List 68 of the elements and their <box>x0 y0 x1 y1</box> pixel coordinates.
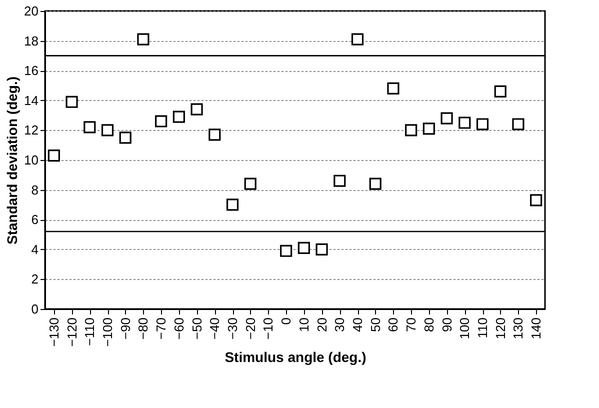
x-tick-label: 90 <box>439 318 454 332</box>
point <box>494 85 506 98</box>
x-tick-label: −90 <box>118 318 133 340</box>
point <box>119 132 132 144</box>
x-tick-label: 130 <box>510 318 526 340</box>
x-tick-label: 30 <box>332 318 348 332</box>
x-tick-label: 80 <box>421 318 436 332</box>
point <box>369 178 382 190</box>
x-tick-label: −130 <box>46 318 62 347</box>
point <box>316 243 328 256</box>
x-tick-label: 40 <box>350 318 365 332</box>
y-tick-label: 10 <box>24 152 38 168</box>
point <box>298 242 310 254</box>
y-tick-label: 16 <box>24 63 38 78</box>
x-tick-label: 120 <box>492 318 508 340</box>
x-tick-label: −110 <box>82 318 98 346</box>
x-tick-label: 110 <box>475 318 490 338</box>
x-tick-label: −30 <box>225 318 240 340</box>
x-tick-label: −60 <box>171 318 186 340</box>
x-tick-label: −50 <box>189 318 204 340</box>
x-tick-label: −20 <box>242 318 258 340</box>
point <box>84 121 96 134</box>
x-tick-label: 60 <box>386 318 401 332</box>
point <box>405 124 418 136</box>
x-tick-label: 50 <box>368 318 383 332</box>
point <box>351 33 364 46</box>
point <box>530 194 542 206</box>
point <box>101 124 114 136</box>
x-tick-label: 10 <box>296 318 312 332</box>
point <box>512 118 524 130</box>
x-tick-label: −70 <box>154 318 169 340</box>
y-axis-title: Standard deviation (deg.) <box>4 76 20 245</box>
point <box>387 82 400 95</box>
x-tick-label: −100 <box>100 318 115 347</box>
point <box>280 244 292 257</box>
point <box>208 128 221 141</box>
x-tick-label: 20 <box>314 318 330 332</box>
x-tick-label: 70 <box>404 318 419 332</box>
point <box>48 149 60 162</box>
y-tick-label: 0 <box>31 302 38 316</box>
x-tick-label: −40 <box>207 318 222 340</box>
point <box>172 110 185 123</box>
x-tick-label: −80 <box>136 318 151 340</box>
point <box>66 96 78 108</box>
y-tick-label: 8 <box>31 182 38 198</box>
point <box>226 198 239 211</box>
y-tick-label: 14 <box>24 92 38 108</box>
y-tick-label: 18 <box>24 33 38 48</box>
y-tick-label: 4 <box>31 242 38 257</box>
x-axis-title: Stimulus angle (deg.) <box>224 348 366 365</box>
point <box>476 118 489 130</box>
point <box>137 33 150 46</box>
x-tick-label: 0 <box>278 318 294 325</box>
y-tick-label: 20 <box>24 4 38 18</box>
point <box>190 103 203 116</box>
y-tick-label: 12 <box>24 122 38 138</box>
x-tick-label: −10 <box>260 318 276 340</box>
y-tick-label: 2 <box>31 272 38 287</box>
point <box>155 115 168 128</box>
point <box>458 116 471 129</box>
point <box>244 178 256 190</box>
y-tick-label: 6 <box>31 212 38 228</box>
x-tick-label: 100 <box>457 318 472 340</box>
x-tick-label: −120 <box>64 318 80 347</box>
point <box>440 112 453 124</box>
x-tick-label: 140 <box>528 318 544 340</box>
point <box>334 174 346 187</box>
point <box>422 122 435 135</box>
